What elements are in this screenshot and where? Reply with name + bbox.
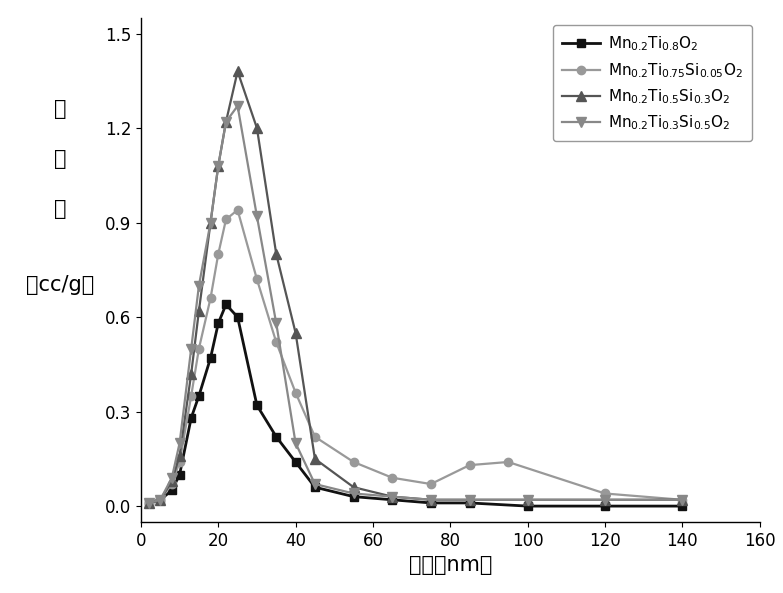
Mn$_{0.2}$Ti$_{0.8}$O$_2$: [272, 433, 281, 441]
Mn$_{0.2}$Ti$_{0.75}$Si$_{0.05}$O$_2$: [156, 496, 165, 503]
Mn$_{0.2}$Ti$_{0.3}$Si$_{0.5}$O$_2$: [310, 480, 319, 487]
X-axis label: 孔径（nm）: 孔径（nm）: [409, 555, 492, 575]
Mn$_{0.2}$Ti$_{0.75}$Si$_{0.05}$O$_2$: [388, 474, 397, 482]
Line: Mn$_{0.2}$Ti$_{0.8}$O$_2$: Mn$_{0.2}$Ti$_{0.8}$O$_2$: [145, 300, 687, 510]
Mn$_{0.2}$Ti$_{0.75}$Si$_{0.05}$O$_2$: [291, 389, 301, 396]
Mn$_{0.2}$Ti$_{0.3}$Si$_{0.5}$O$_2$: [206, 219, 215, 226]
Line: Mn$_{0.2}$Ti$_{0.75}$Si$_{0.05}$O$_2$: Mn$_{0.2}$Ti$_{0.75}$Si$_{0.05}$O$_2$: [145, 206, 687, 507]
Line: Mn$_{0.2}$Ti$_{0.3}$Si$_{0.5}$O$_2$: Mn$_{0.2}$Ti$_{0.3}$Si$_{0.5}$O$_2$: [144, 101, 687, 508]
Mn$_{0.2}$Ti$_{0.75}$Si$_{0.05}$O$_2$: [252, 276, 262, 283]
Mn$_{0.2}$Ti$_{0.8}$O$_2$: [523, 502, 532, 509]
Mn$_{0.2}$Ti$_{0.3}$Si$_{0.5}$O$_2$: [175, 439, 184, 447]
Mn$_{0.2}$Ti$_{0.75}$Si$_{0.05}$O$_2$: [503, 458, 513, 466]
Mn$_{0.2}$Ti$_{0.8}$O$_2$: [214, 320, 223, 327]
Legend: Mn$_{0.2}$Ti$_{0.8}$O$_2$, Mn$_{0.2}$Ti$_{0.75}$Si$_{0.05}$O$_2$, Mn$_{0.2}$Ti$_: Mn$_{0.2}$Ti$_{0.8}$O$_2$, Mn$_{0.2}$Ti$…: [553, 25, 752, 142]
Mn$_{0.2}$Ti$_{0.5}$Si$_{0.3}$O$_2$: [349, 484, 359, 491]
Mn$_{0.2}$Ti$_{0.5}$Si$_{0.3}$O$_2$: [233, 68, 242, 75]
Mn$_{0.2}$Ti$_{0.3}$Si$_{0.5}$O$_2$: [186, 345, 196, 352]
Mn$_{0.2}$Ti$_{0.8}$O$_2$: [144, 499, 153, 506]
Mn$_{0.2}$Ti$_{0.5}$Si$_{0.3}$O$_2$: [175, 452, 184, 459]
Mn$_{0.2}$Ti$_{0.8}$O$_2$: [222, 301, 231, 308]
Mn$_{0.2}$Ti$_{0.5}$Si$_{0.3}$O$_2$: [388, 493, 397, 500]
Mn$_{0.2}$Ti$_{0.75}$Si$_{0.05}$O$_2$: [186, 393, 196, 400]
Mn$_{0.2}$Ti$_{0.3}$Si$_{0.5}$O$_2$: [233, 103, 242, 110]
Mn$_{0.2}$Ti$_{0.3}$Si$_{0.5}$O$_2$: [144, 499, 153, 506]
Mn$_{0.2}$Ti$_{0.8}$O$_2$: [252, 401, 262, 409]
Mn$_{0.2}$Ti$_{0.75}$Si$_{0.05}$O$_2$: [206, 295, 215, 302]
Text: （cc/g）: （cc/g）: [27, 275, 95, 295]
Mn$_{0.2}$Ti$_{0.3}$Si$_{0.5}$O$_2$: [222, 118, 231, 125]
Mn$_{0.2}$Ti$_{0.8}$O$_2$: [310, 484, 319, 491]
Mn$_{0.2}$Ti$_{0.5}$Si$_{0.3}$O$_2$: [677, 496, 687, 503]
Mn$_{0.2}$Ti$_{0.5}$Si$_{0.3}$O$_2$: [426, 496, 435, 503]
Mn$_{0.2}$Ti$_{0.8}$O$_2$: [206, 355, 215, 362]
Mn$_{0.2}$Ti$_{0.3}$Si$_{0.5}$O$_2$: [601, 496, 610, 503]
Mn$_{0.2}$Ti$_{0.3}$Si$_{0.5}$O$_2$: [214, 162, 223, 170]
Mn$_{0.2}$Ti$_{0.8}$O$_2$: [168, 487, 177, 494]
Mn$_{0.2}$Ti$_{0.75}$Si$_{0.05}$O$_2$: [194, 345, 204, 352]
Mn$_{0.2}$Ti$_{0.75}$Si$_{0.05}$O$_2$: [349, 458, 359, 466]
Mn$_{0.2}$Ti$_{0.8}$O$_2$: [156, 496, 165, 503]
Mn$_{0.2}$Ti$_{0.3}$Si$_{0.5}$O$_2$: [156, 496, 165, 503]
Mn$_{0.2}$Ti$_{0.8}$O$_2$: [194, 393, 204, 400]
Mn$_{0.2}$Ti$_{0.5}$Si$_{0.3}$O$_2$: [194, 307, 204, 314]
Mn$_{0.2}$Ti$_{0.3}$Si$_{0.5}$O$_2$: [677, 496, 687, 503]
Line: Mn$_{0.2}$Ti$_{0.5}$Si$_{0.3}$O$_2$: Mn$_{0.2}$Ti$_{0.5}$Si$_{0.3}$O$_2$: [144, 66, 687, 508]
Mn$_{0.2}$Ti$_{0.8}$O$_2$: [186, 415, 196, 422]
Mn$_{0.2}$Ti$_{0.75}$Si$_{0.05}$O$_2$: [272, 339, 281, 346]
Mn$_{0.2}$Ti$_{0.5}$Si$_{0.3}$O$_2$: [291, 329, 301, 336]
Text: 布: 布: [54, 199, 67, 219]
Mn$_{0.2}$Ti$_{0.75}$Si$_{0.05}$O$_2$: [465, 461, 474, 468]
Mn$_{0.2}$Ti$_{0.75}$Si$_{0.05}$O$_2$: [168, 480, 177, 487]
Mn$_{0.2}$Ti$_{0.3}$Si$_{0.5}$O$_2$: [194, 282, 204, 289]
Mn$_{0.2}$Ti$_{0.5}$Si$_{0.3}$O$_2$: [156, 496, 165, 503]
Mn$_{0.2}$Ti$_{0.3}$Si$_{0.5}$O$_2$: [168, 474, 177, 482]
Mn$_{0.2}$Ti$_{0.5}$Si$_{0.3}$O$_2$: [252, 125, 262, 132]
Mn$_{0.2}$Ti$_{0.3}$Si$_{0.5}$O$_2$: [291, 439, 301, 447]
Mn$_{0.2}$Ti$_{0.5}$Si$_{0.3}$O$_2$: [144, 499, 153, 506]
Mn$_{0.2}$Ti$_{0.3}$Si$_{0.5}$O$_2$: [272, 320, 281, 327]
Mn$_{0.2}$Ti$_{0.8}$O$_2$: [677, 502, 687, 509]
Mn$_{0.2}$Ti$_{0.75}$Si$_{0.05}$O$_2$: [233, 206, 242, 213]
Mn$_{0.2}$Ti$_{0.3}$Si$_{0.5}$O$_2$: [252, 213, 262, 220]
Mn$_{0.2}$Ti$_{0.8}$O$_2$: [426, 499, 435, 506]
Mn$_{0.2}$Ti$_{0.5}$Si$_{0.3}$O$_2$: [465, 496, 474, 503]
Mn$_{0.2}$Ti$_{0.75}$Si$_{0.05}$O$_2$: [144, 499, 153, 506]
Mn$_{0.2}$Ti$_{0.75}$Si$_{0.05}$O$_2$: [214, 250, 223, 257]
Mn$_{0.2}$Ti$_{0.5}$Si$_{0.3}$O$_2$: [186, 370, 196, 377]
Mn$_{0.2}$Ti$_{0.5}$Si$_{0.3}$O$_2$: [206, 219, 215, 226]
Mn$_{0.2}$Ti$_{0.8}$O$_2$: [233, 314, 242, 321]
Mn$_{0.2}$Ti$_{0.5}$Si$_{0.3}$O$_2$: [222, 118, 231, 125]
Mn$_{0.2}$Ti$_{0.8}$O$_2$: [388, 496, 397, 503]
Mn$_{0.2}$Ti$_{0.3}$Si$_{0.5}$O$_2$: [465, 496, 474, 503]
Mn$_{0.2}$Ti$_{0.8}$O$_2$: [291, 458, 301, 466]
Mn$_{0.2}$Ti$_{0.3}$Si$_{0.5}$O$_2$: [426, 496, 435, 503]
Mn$_{0.2}$Ti$_{0.5}$Si$_{0.3}$O$_2$: [523, 496, 532, 503]
Mn$_{0.2}$Ti$_{0.3}$Si$_{0.5}$O$_2$: [523, 496, 532, 503]
Mn$_{0.2}$Ti$_{0.5}$Si$_{0.3}$O$_2$: [168, 477, 177, 484]
Mn$_{0.2}$Ti$_{0.8}$O$_2$: [175, 471, 184, 478]
Mn$_{0.2}$Ti$_{0.75}$Si$_{0.05}$O$_2$: [310, 433, 319, 441]
Text: 孔: 孔: [54, 98, 67, 119]
Mn$_{0.2}$Ti$_{0.75}$Si$_{0.05}$O$_2$: [222, 216, 231, 223]
Mn$_{0.2}$Ti$_{0.3}$Si$_{0.5}$O$_2$: [388, 493, 397, 500]
Mn$_{0.2}$Ti$_{0.5}$Si$_{0.3}$O$_2$: [601, 496, 610, 503]
Mn$_{0.2}$Ti$_{0.8}$O$_2$: [601, 502, 610, 509]
Text: 分: 分: [54, 149, 67, 169]
Mn$_{0.2}$Ti$_{0.5}$Si$_{0.3}$O$_2$: [272, 250, 281, 257]
Mn$_{0.2}$Ti$_{0.5}$Si$_{0.3}$O$_2$: [310, 455, 319, 463]
Mn$_{0.2}$Ti$_{0.75}$Si$_{0.05}$O$_2$: [601, 490, 610, 497]
Mn$_{0.2}$Ti$_{0.8}$O$_2$: [465, 499, 474, 506]
Mn$_{0.2}$Ti$_{0.5}$Si$_{0.3}$O$_2$: [214, 162, 223, 170]
Mn$_{0.2}$Ti$_{0.8}$O$_2$: [349, 493, 359, 500]
Mn$_{0.2}$Ti$_{0.3}$Si$_{0.5}$O$_2$: [349, 490, 359, 497]
Mn$_{0.2}$Ti$_{0.75}$Si$_{0.05}$O$_2$: [426, 480, 435, 487]
Mn$_{0.2}$Ti$_{0.75}$Si$_{0.05}$O$_2$: [677, 496, 687, 503]
Mn$_{0.2}$Ti$_{0.75}$Si$_{0.05}$O$_2$: [175, 458, 184, 466]
